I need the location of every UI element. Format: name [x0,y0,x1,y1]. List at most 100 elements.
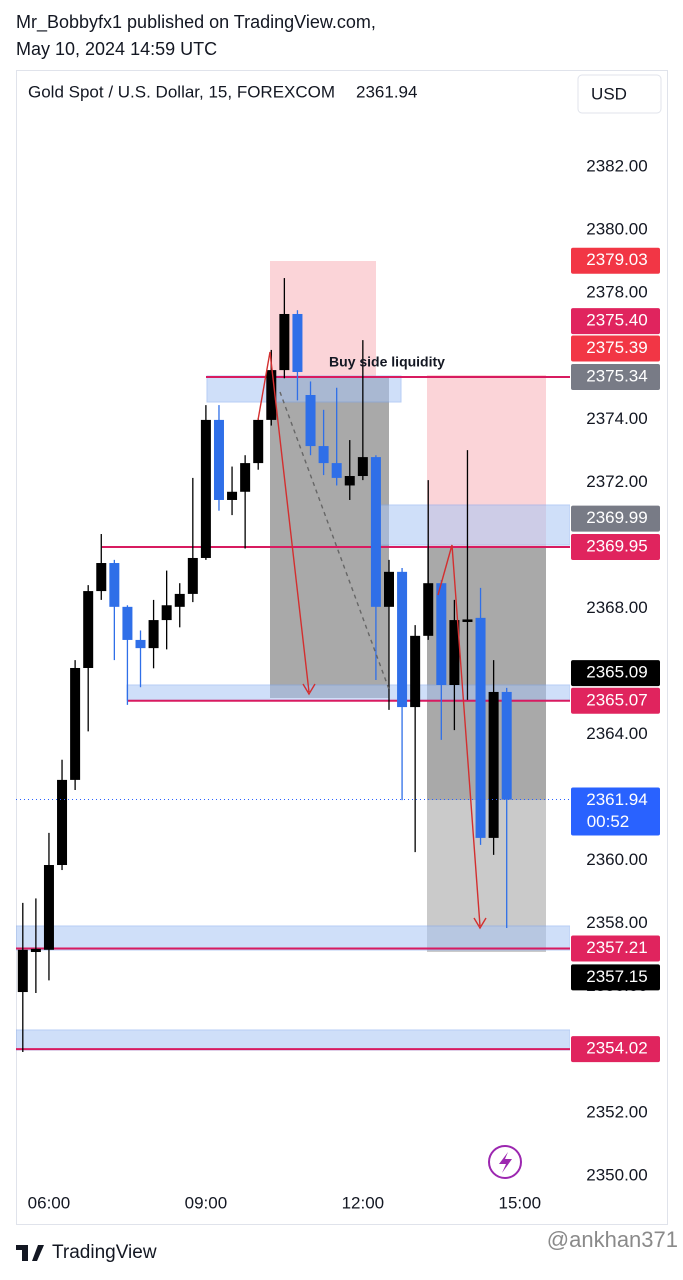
candle-body [488,691,499,838]
y-tick-label: 2358.00 [586,913,647,932]
price-label: 2357.21 [586,938,647,957]
candle-body [227,491,238,500]
candle-body [17,949,28,993]
target-zone [270,376,389,698]
price-label: 2375.40 [586,311,647,330]
x-tick-label: 09:00 [185,1193,228,1212]
candle-body [253,419,264,464]
plot [16,278,570,1052]
price-label-box [571,1036,660,1063]
countdown: 00:52 [587,812,630,831]
price-label-box [571,505,660,532]
candle-body [83,591,94,668]
candle-body [344,476,355,486]
candle-body [397,571,408,708]
price-label-box [571,660,660,687]
candle-body [200,419,211,558]
last-price-header: 2361.94 [356,82,417,101]
candle-body [266,370,277,420]
candle-body [70,667,81,780]
y-tick-label: 2378.00 [586,283,647,302]
y-tick-label: 2380.00 [586,220,647,239]
candle-body [109,563,120,607]
drawings [16,261,570,1051]
price-label: 2375.34 [586,367,647,386]
arrows [257,351,487,930]
liquidity-zone [16,925,570,951]
candle-body [410,635,421,708]
candle-body [187,557,198,594]
candle-body [240,463,251,492]
candle-body [30,948,41,953]
y-tick-label: 2350.00 [586,1165,647,1184]
price-label: 2365.09 [586,663,647,682]
x-tick-label: 06:00 [28,1193,71,1212]
candle-body [96,563,107,592]
y-tick-label: 2382.00 [586,157,647,176]
dashed-path [279,391,391,693]
price-label-box [571,964,660,991]
arrow [257,351,316,696]
price-label: 2357.15 [586,967,647,986]
liquidity-zone [16,1029,570,1051]
candle-body [43,865,54,950]
candle-body [122,606,133,640]
price-label-box [571,308,660,335]
annotation: Buy side liquidity [329,354,445,370]
price-label: 2375.39 [586,338,647,357]
candle-body [292,313,303,372]
x-tick-label: 12:00 [342,1193,385,1212]
y-tick-label: 2368.00 [586,598,647,617]
replay-icon[interactable] [488,1145,522,1179]
candle-body [370,457,381,607]
y-tick-label: 2374.00 [586,409,647,428]
price-label-box [571,335,660,362]
candle-body [174,593,185,607]
currency-label: USD [591,84,627,103]
publisher-line: Mr_Bobbyfx1 published on TradingView.com… [16,12,376,33]
candle-body [501,691,512,800]
price-axis: 2350.002352.002354.002356.002358.002360.… [571,157,660,1184]
watermark: @ankhan371 [547,1227,678,1252]
candle-body [161,605,172,621]
candle-body [331,463,342,478]
price-label: 2354.02 [586,1039,647,1058]
price-label-box [571,364,660,391]
brand-name: TradingView [52,1242,157,1263]
y-tick-label: 2352.00 [586,1102,647,1121]
candle-body [135,639,146,649]
candle-body [318,446,329,464]
y-tick-label: 2372.00 [586,472,647,491]
chart-frame [16,70,668,1225]
y-tick-label: 2360.00 [586,850,647,869]
candle-body [462,619,473,622]
target-zone [427,548,546,800]
candle-body [475,617,486,838]
last-price-label: 2361.94 [586,790,647,809]
candle-body [436,583,447,686]
icon-bolt [499,1152,512,1173]
price-label-box [571,935,660,962]
candle-body [57,779,68,866]
price-label-box [571,533,660,560]
liquidity-zone [377,504,570,546]
chart-title: Gold Spot / U.S. Dollar, 15, FOREXCOM [28,82,335,101]
candle-body [357,457,368,477]
price-label: 2365.07 [586,690,647,709]
currency-button[interactable] [577,74,662,114]
candle-body [449,620,460,686]
price-label: 2369.99 [586,508,647,527]
candle-body [423,583,434,636]
price-label: 2369.95 [586,536,647,555]
candle-body [279,313,290,371]
x-tick-label: 15:00 [499,1193,542,1212]
price-label-box [571,687,660,714]
liquidity-zone [206,375,402,403]
candle-body [383,571,394,607]
last-price-box [571,787,660,836]
brand-logo [16,1245,44,1261]
candle-body [213,419,224,500]
footer-brand: TradingView [16,1242,157,1263]
